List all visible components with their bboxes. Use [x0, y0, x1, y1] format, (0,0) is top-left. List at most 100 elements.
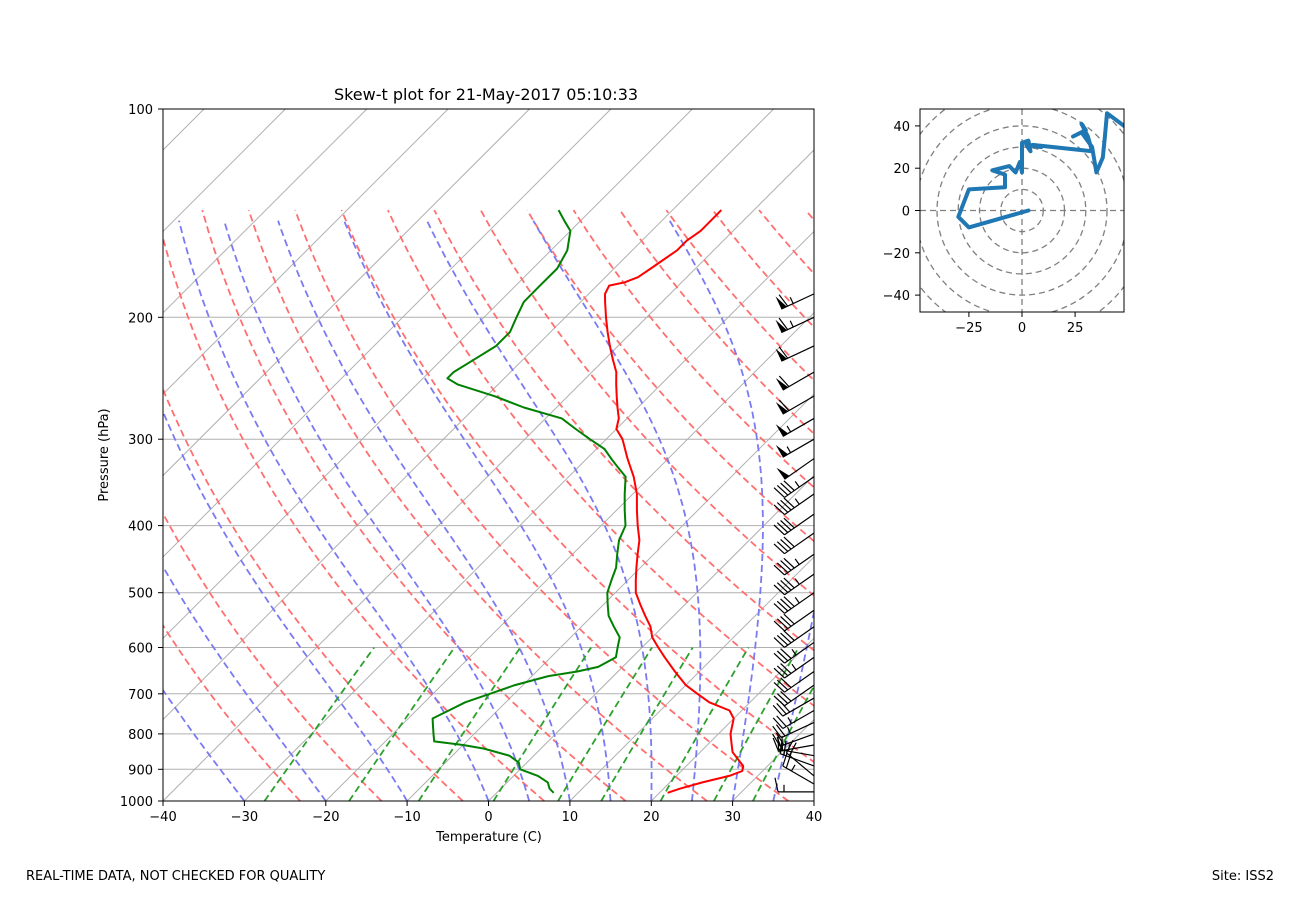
hodograph-y-tick-label: −20	[883, 247, 910, 262]
y-tick-label: 900	[128, 763, 153, 778]
y-tick-label: 200	[128, 311, 153, 326]
x-tick-label: 40	[806, 810, 823, 825]
wind-barb-half-flag	[790, 764, 796, 772]
wind-barb-flag	[780, 616, 792, 627]
wind-barb-staff	[784, 532, 815, 555]
wind-barb	[775, 293, 815, 310]
moist-adiabat-line	[178, 220, 490, 801]
wind-barb-flag	[780, 520, 792, 531]
isotherm-grid	[0, 109, 814, 801]
dry-adiabat-line	[1130, 210, 1300, 801]
isotherm-line	[163, 149, 814, 801]
wind-barb-pennant	[775, 319, 787, 333]
mixing-ratio-line	[557, 647, 653, 801]
wind-barb	[775, 371, 815, 391]
wind-barb-staff	[784, 609, 815, 632]
wind-barb-flag	[780, 663, 792, 674]
wind-barb-half-flag	[794, 596, 800, 604]
dry-adiabat-line	[804, 209, 814, 222]
wind-barb-flag	[783, 630, 795, 641]
hodograph-x-tick-label: −25	[955, 321, 982, 336]
y-axis-label: Pressure (hPa)	[97, 408, 112, 501]
x-tick-label: −10	[393, 810, 420, 825]
wind-barb-flag	[772, 733, 781, 747]
wind-barb-staff	[786, 752, 815, 777]
x-tick-label: 30	[724, 810, 741, 825]
wind-barb-flag	[776, 600, 789, 612]
wind-barb-pennant	[775, 424, 788, 437]
dry-adiabat-line	[163, 623, 301, 801]
wind-barb-flag	[783, 497, 795, 509]
wind-barb-pennant	[775, 348, 787, 362]
wind-barb	[772, 721, 815, 739]
moist-adiabat-line	[163, 688, 246, 801]
wind-barb-flag	[780, 598, 792, 610]
moist-adiabat-line	[277, 220, 571, 801]
dry-adiabat-line	[1084, 210, 1300, 801]
wind-barb	[773, 626, 815, 648]
wind-barb	[775, 417, 815, 437]
hodograph-y-tick-label: −40	[883, 289, 910, 304]
dry-adiabat-line	[619, 209, 814, 436]
wind-barb	[773, 476, 815, 498]
wind-barb-flag	[778, 346, 789, 359]
wind-barb-flag	[773, 681, 785, 693]
wind-barb	[773, 513, 815, 536]
wind-barb	[776, 458, 815, 480]
y-tick-label: 400	[128, 520, 153, 535]
hodograph-panel: −25 0 25 −40 −20 0 20 40	[883, 108, 1125, 336]
y-tick-label: 700	[128, 688, 153, 703]
isotherm-line	[325, 312, 814, 801]
wind-barb-flag	[773, 667, 785, 679]
wind-barb-staff	[782, 417, 815, 437]
dry-adiabat-line	[758, 209, 814, 275]
temperature-profile-line	[604, 209, 745, 794]
wind-barb-flag	[778, 399, 790, 412]
moist-adiabat-line	[223, 220, 531, 801]
wind-barb	[773, 573, 815, 596]
dry-adiabat-line	[247, 209, 708, 801]
wind-barb-flag	[780, 632, 792, 644]
wind-barb-half-flag	[794, 558, 800, 565]
isotherm-line	[650, 637, 814, 801]
wind-barb-flag	[773, 504, 785, 516]
wind-barb-flag	[773, 620, 785, 632]
moist-adiabat-line	[426, 220, 653, 801]
wind-barb-half-flag	[794, 498, 800, 505]
wind-barb-flag	[782, 752, 788, 767]
wind-barb	[773, 592, 815, 614]
y-tick-label: 300	[128, 433, 153, 448]
isotherm-line	[406, 393, 814, 801]
wind-barb-flag	[773, 584, 785, 596]
wind-barb	[773, 684, 815, 707]
wind-barb-half-flag	[786, 726, 791, 734]
wind-barb-flag	[776, 484, 789, 496]
dry-adiabat-line	[479, 209, 814, 597]
y-tick-label: 100	[128, 103, 153, 118]
wind-barb-flag	[780, 677, 792, 689]
wind-barb-staff	[782, 395, 815, 415]
hodograph-ring	[936, 125, 1108, 296]
mixing-ratio-line	[713, 647, 800, 801]
wind-barb-staff	[781, 345, 815, 362]
isotherm-line	[813, 800, 814, 801]
isotherm-line	[0, 109, 41, 801]
wind-barb-flag	[778, 294, 789, 307]
wind-barb-half-flag	[791, 648, 797, 656]
wind-barb-staff	[784, 458, 815, 480]
wind-barb-flag	[773, 603, 785, 614]
wind-barb-staff	[784, 671, 815, 693]
dry-adiabat-line	[898, 210, 1300, 801]
wind-barb-flag	[772, 717, 784, 729]
wind-barb-flag	[776, 522, 789, 533]
x-tick-label: −40	[149, 810, 176, 825]
dry-adiabat-line	[991, 210, 1300, 801]
wind-barb-flag	[783, 536, 795, 548]
dry-adiabat-line	[1177, 210, 1300, 801]
wind-barb-flag	[783, 577, 795, 589]
wind-barb	[782, 752, 815, 785]
wind-barb-flag	[783, 480, 795, 491]
wind-barb-staff	[784, 684, 815, 707]
isotherm-line	[244, 230, 814, 801]
